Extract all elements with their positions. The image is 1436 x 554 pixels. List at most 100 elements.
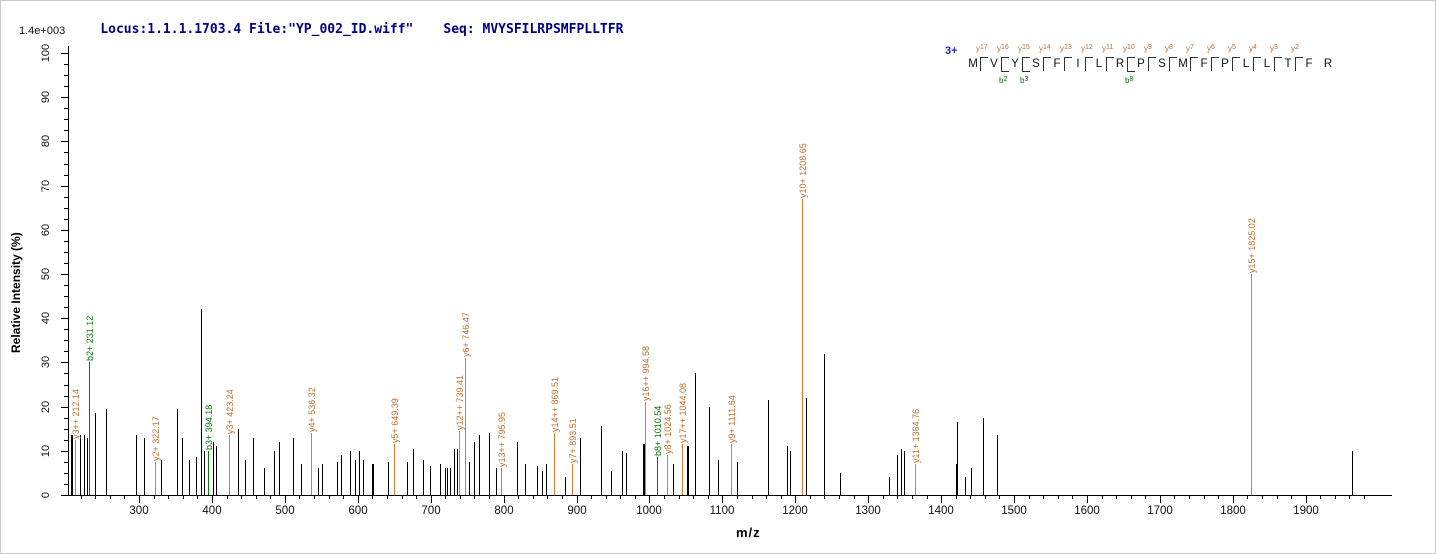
annotated-peak (75, 440, 76, 495)
peak (611, 471, 612, 495)
peak (318, 468, 319, 495)
b-ion-label: b2 (999, 76, 1008, 85)
y-axis-major-tick (61, 97, 68, 98)
fragment-bracket-line (1085, 57, 1093, 71)
x-axis-major-tick (1233, 495, 1234, 503)
x-axis-minor-tick (343, 495, 344, 499)
x-axis-minor-tick (1102, 495, 1103, 499)
x-axis-minor-tick (1116, 495, 1117, 499)
peak (454, 449, 455, 495)
residue-F-5: F (1053, 57, 1061, 70)
fragment-bracket: y2 (1291, 44, 1303, 71)
annotated-peak (554, 433, 555, 495)
y-axis-major-tick (61, 362, 68, 363)
x-axis-minor-tick (1291, 495, 1292, 499)
residue-M-1: M (968, 57, 978, 70)
x-axis-minor-tick (256, 495, 257, 499)
y-axis-minor-tick (64, 385, 68, 386)
x-axis-minor-tick (927, 495, 928, 499)
fragment-bracket: y7 (1186, 44, 1198, 71)
y-axis-major-tick (61, 230, 68, 231)
x-axis-minor-tick (897, 495, 898, 499)
fragment-bracket-line (1190, 57, 1198, 71)
y-axis-tick-label: 80 (40, 134, 52, 148)
y-ion-label: y2 (1291, 44, 1299, 53)
peak (341, 455, 342, 495)
residue-L-14: L (1242, 57, 1250, 70)
x-axis-minor-tick (197, 495, 198, 499)
peak (413, 449, 414, 495)
x-axis-minor-tick (1364, 495, 1365, 499)
x-axis-major-tick (1014, 495, 1015, 503)
x-axis-minor-tick (1262, 495, 1263, 499)
y-axis-tick-label: 70 (40, 179, 52, 193)
y-ion-label: y17 (976, 44, 988, 53)
peak (469, 462, 470, 495)
x-axis-minor-tick (168, 495, 169, 499)
fragment-bracket-line (1169, 57, 1177, 71)
fragment-bracket: y3 (1270, 44, 1282, 71)
residue-M-11: M (1178, 57, 1188, 70)
x-axis-minor-tick (1204, 495, 1205, 499)
peak (601, 426, 602, 495)
y-ion-label: y7 (1186, 44, 1194, 53)
x-axis-major-tick (358, 495, 359, 503)
fragment-bracket-line (1211, 57, 1219, 71)
x-axis-minor-tick (460, 495, 461, 499)
peak (201, 309, 202, 495)
peak (787, 446, 788, 495)
peak (363, 460, 364, 495)
peak-label: b3+ 394.18 (204, 404, 214, 450)
fragment-bracket-line (980, 57, 988, 71)
annotated-peak (645, 402, 646, 495)
x-axis-minor-tick (970, 495, 971, 499)
y-ion-label: y14 (1039, 44, 1051, 53)
fragment-bracket: y17 (976, 44, 988, 71)
y-axis-tick-label: 60 (40, 223, 52, 237)
fragment-bracket: y10 b8 (1123, 44, 1135, 85)
fragment-bracket-line (1127, 57, 1135, 72)
peak (525, 464, 526, 495)
x-axis-major-tick (1306, 495, 1307, 503)
peak (196, 457, 197, 495)
x-axis-minor-tick (591, 495, 592, 499)
peak (216, 446, 217, 495)
x-axis-minor-tick (737, 495, 738, 499)
x-axis-minor-tick (95, 495, 96, 499)
peak-label: y11+ 1364.76 (911, 408, 921, 463)
y-axis-minor-tick (64, 285, 68, 286)
y-axis-major-tick (61, 451, 68, 452)
y-ion-label: y3 (1270, 44, 1278, 53)
peak (423, 460, 424, 495)
x-axis-minor-tick (241, 495, 242, 499)
x-axis-minor-tick (445, 495, 446, 499)
peak (709, 407, 710, 495)
x-axis-minor-tick (1218, 495, 1219, 499)
x-axis-minor-tick (387, 495, 388, 499)
y-axis-tick-label: 50 (40, 267, 52, 281)
y-axis-minor-tick (64, 351, 68, 352)
annotated-peak (459, 431, 460, 495)
fragment-bracket: y14 (1039, 44, 1051, 71)
annotated-peak (657, 457, 658, 495)
x-axis-major-tick (868, 495, 869, 503)
fragment-bracket: y4 (1249, 44, 1261, 71)
fragment-bracket: y9 (1144, 44, 1156, 71)
peak (626, 453, 627, 495)
x-axis-major-tick (577, 495, 578, 503)
peak (997, 435, 998, 495)
peak (264, 468, 265, 495)
peak (737, 462, 738, 495)
peak (901, 449, 902, 495)
x-axis-minor-tick (1029, 495, 1030, 499)
y-axis-minor-tick (64, 119, 68, 120)
x-axis-minor-tick (664, 495, 665, 499)
x-axis-minor-tick (372, 495, 373, 499)
x-axis-major-tick (212, 495, 213, 503)
y-axis-minor-tick (64, 340, 68, 341)
x-axis-major-tick (285, 495, 286, 503)
y-axis-minor-tick (64, 241, 68, 242)
peak-label: y2+ 322.17 (151, 416, 161, 461)
y-ion-label: y9 (1144, 44, 1152, 53)
fragment-bracket-line (1295, 57, 1303, 71)
